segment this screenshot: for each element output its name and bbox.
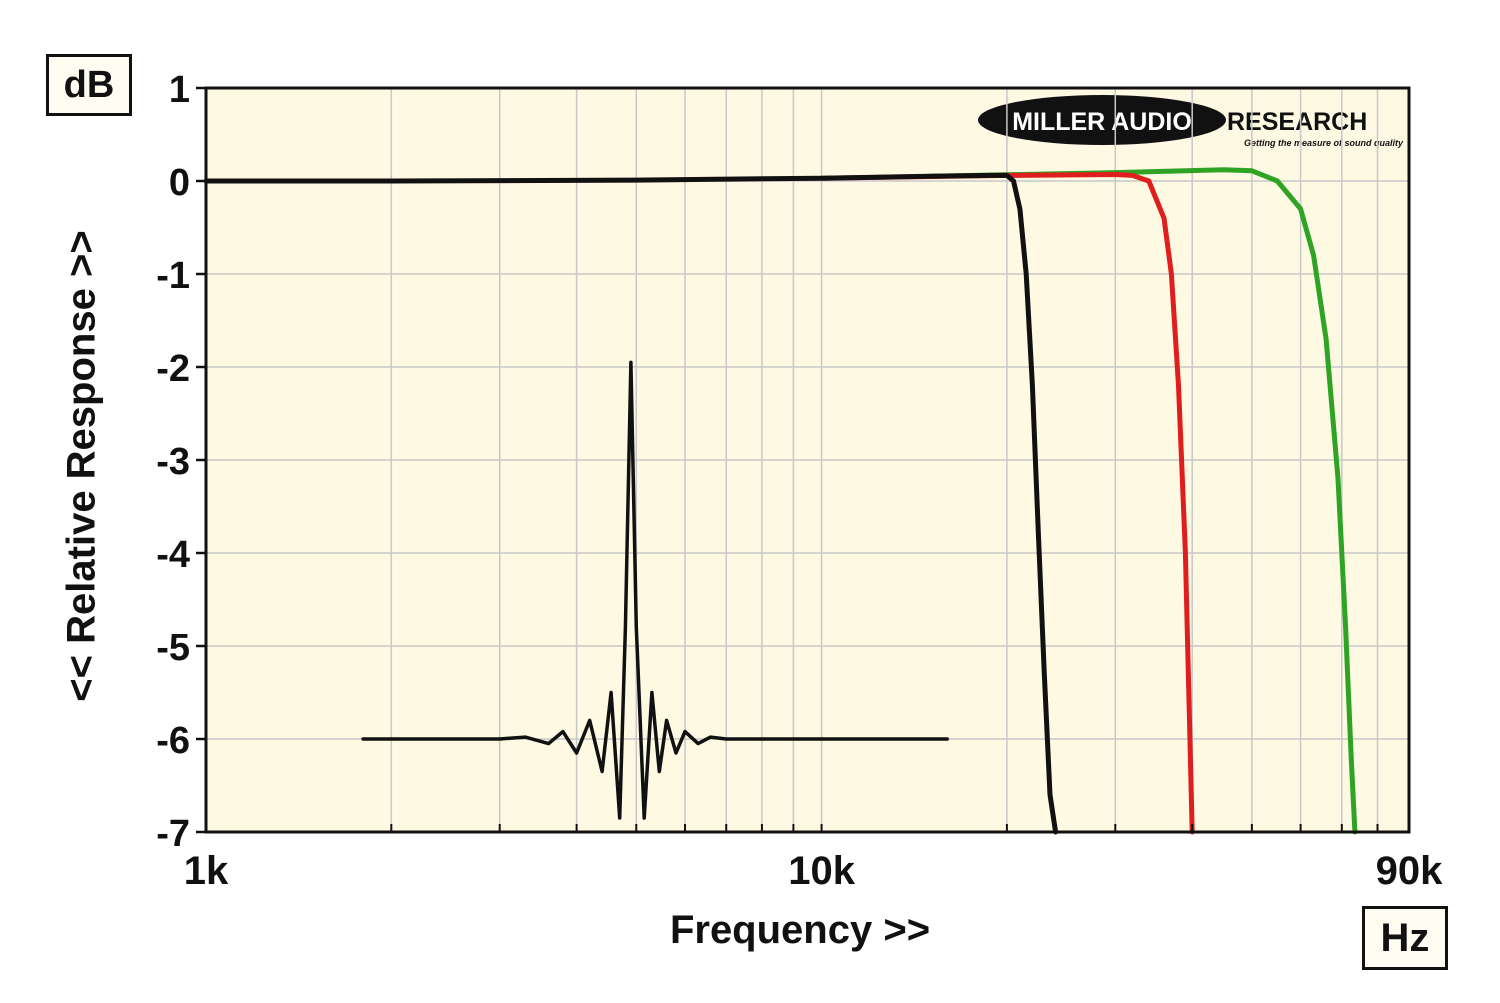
series-line-red <box>819 172 1195 835</box>
tick-labels: 1 0 -1 -2 -3 -4 -5 -6 -71k 10k 90k <box>156 69 1443 893</box>
y-tick-label: 1 <box>169 69 190 111</box>
series-line-green <box>927 167 1358 835</box>
x-tick-label: 90k <box>1376 849 1443 893</box>
axis-ticks <box>196 86 1379 834</box>
logo-tagline: Getting the measure of sound quality <box>1244 138 1404 148</box>
x-tick-label: 10k <box>788 849 855 893</box>
y-axis-title: << Relative Response >> <box>59 230 104 702</box>
y-tick-label: -3 <box>156 441 190 483</box>
y-tick-label: -7 <box>156 813 190 855</box>
logo-brand-part2: RESEARCH <box>1227 108 1367 136</box>
x-tick-label: 1k <box>184 849 229 893</box>
y-unit-label: dB <box>46 54 132 116</box>
y-tick-label: -6 <box>156 720 190 762</box>
y-tick-label: -4 <box>156 534 190 576</box>
logo-ellipse <box>978 95 1226 145</box>
y-tick-label: 0 <box>169 162 190 204</box>
y-tick-label: -5 <box>156 627 190 669</box>
miller-audio-research-logo: MILLER AUDIO RESEARCH Getting the measur… <box>978 95 1404 148</box>
x-axis-title: Frequency >> <box>669 908 931 952</box>
impulse-response-line <box>361 360 949 820</box>
series-lines <box>203 167 1358 835</box>
logo-brand-part1: MILLER AUDIO <box>1012 108 1192 136</box>
y-tick-label: -1 <box>156 255 190 297</box>
y-tick-label: -2 <box>156 348 190 390</box>
series-line-black <box>203 172 1059 835</box>
grid-lines <box>206 88 1409 832</box>
x-unit-label: Hz <box>1362 906 1448 970</box>
